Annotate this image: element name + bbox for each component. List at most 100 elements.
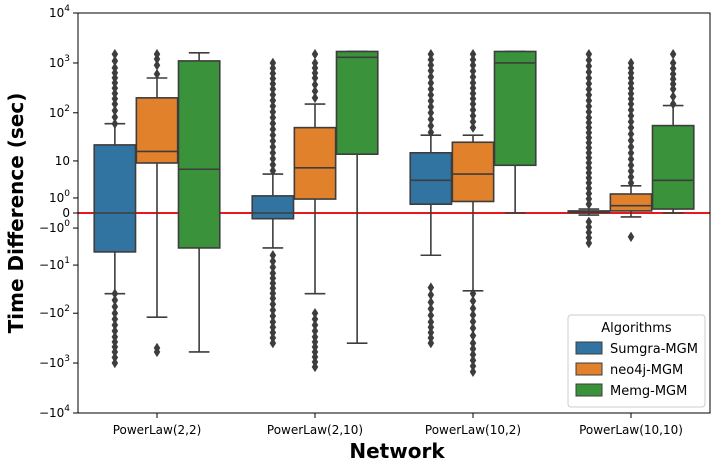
box-body	[609, 193, 653, 212]
outlier-point	[585, 78, 593, 89]
box	[451, 48, 495, 378]
outlier-point	[627, 147, 635, 159]
y-tick-label: −104	[39, 404, 70, 420]
outlier-point	[627, 165, 635, 177]
outliers	[269, 57, 277, 349]
outlier-point	[627, 177, 635, 189]
outlier-point	[627, 171, 635, 183]
box	[177, 51, 221, 353]
outliers	[469, 48, 477, 378]
outlier-point	[269, 106, 277, 118]
outlier-point	[427, 127, 435, 138]
outlier-point	[311, 85, 319, 97]
outlier-point	[153, 48, 161, 60]
outlier-point	[269, 124, 277, 135]
outlier-point	[269, 147, 277, 159]
outlier-point	[111, 98, 119, 110]
y-tick-label: 100	[49, 189, 70, 205]
outlier-point	[311, 48, 319, 60]
outlier-point	[427, 114, 435, 125]
y-tick-label: 102	[49, 104, 70, 120]
y-tick-label: 104	[49, 4, 70, 20]
outlier-point	[469, 116, 477, 128]
outlier-point	[469, 59, 477, 71]
outlier-point	[627, 104, 635, 116]
outlier-point	[269, 95, 277, 106]
outlier-point	[111, 88, 119, 99]
series-neo4j-mgm	[135, 48, 653, 378]
outlier-point	[269, 129, 277, 141]
outlier-point	[585, 182, 593, 194]
outlier-point	[111, 62, 119, 74]
outlier-point	[111, 118, 119, 130]
box-series-layer	[93, 48, 695, 378]
outlier-point	[627, 110, 635, 122]
outlier-point	[111, 93, 119, 105]
outlier-point	[669, 91, 677, 102]
box-body	[451, 141, 495, 203]
outlier-point	[427, 71, 435, 83]
box-body	[177, 60, 221, 249]
outlier-point	[627, 153, 635, 165]
outlier-point	[111, 111, 119, 123]
box	[409, 48, 453, 349]
outliers	[427, 48, 435, 349]
y-tick-label: −102	[39, 304, 70, 320]
box	[493, 50, 537, 214]
outlier-point	[627, 135, 635, 146]
outliers	[111, 48, 119, 369]
outlier-point	[669, 48, 677, 60]
outlier-point	[111, 105, 119, 116]
outlier-point	[427, 89, 435, 101]
series-sumgra-mgm	[93, 48, 611, 369]
outlier-point	[153, 68, 161, 80]
x-tick-label: PowerLaw(10,2)	[425, 423, 521, 437]
outlier-point	[269, 57, 277, 69]
outlier-point	[585, 106, 593, 118]
outlier-point	[585, 188, 593, 199]
outlier-point	[469, 71, 477, 83]
box-body	[651, 124, 695, 210]
x-tick-label: PowerLaw(10,10)	[579, 423, 683, 437]
series-memg-mgm	[177, 48, 695, 353]
outlier-point	[585, 66, 593, 78]
box	[135, 48, 179, 358]
outlier-point	[585, 100, 593, 112]
outlier-point	[469, 110, 477, 122]
y-tick-label: −100	[39, 219, 70, 235]
outlier-point	[627, 122, 635, 133]
y-tick-label: −101	[39, 256, 70, 272]
outlier-point	[627, 231, 635, 243]
box	[651, 48, 695, 214]
outlier-point	[111, 48, 119, 60]
outlier-point	[111, 82, 119, 94]
outlier-point	[469, 65, 477, 77]
outlier-point	[269, 337, 277, 349]
outlier-point	[269, 135, 277, 147]
outlier-point	[627, 159, 635, 171]
box-body	[251, 195, 295, 220]
outlier-point	[585, 72, 593, 84]
outlier-point	[311, 79, 319, 90]
outlier-point	[427, 83, 435, 95]
legend-swatch	[575, 341, 603, 355]
outlier-point	[111, 55, 119, 67]
box	[567, 48, 611, 249]
legend-entry-label: Sumgra-MGM	[610, 342, 698, 357]
outlier-point	[311, 92, 319, 104]
box	[93, 48, 137, 369]
outlier-point	[269, 165, 277, 177]
outliers	[153, 48, 161, 358]
outlier-point	[269, 141, 277, 153]
outlier-point	[469, 366, 477, 378]
outlier-point	[469, 82, 477, 94]
outlier-point	[269, 89, 277, 101]
box	[609, 57, 653, 243]
y-tick-label: 10	[55, 154, 70, 168]
outlier-point	[269, 112, 277, 123]
outlier-point	[427, 77, 435, 89]
outlier-point	[311, 57, 319, 69]
outlier-point	[427, 101, 435, 113]
